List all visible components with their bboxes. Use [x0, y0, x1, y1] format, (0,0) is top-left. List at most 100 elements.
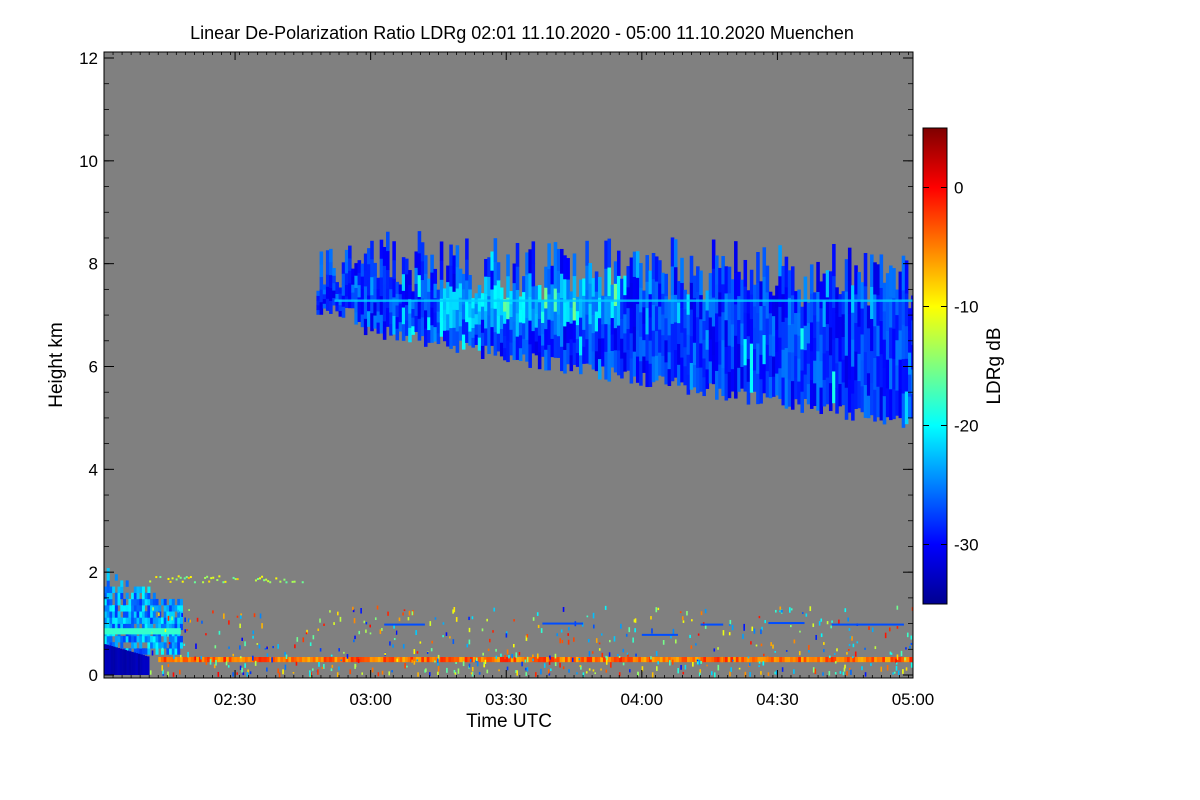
band-cell	[274, 657, 278, 663]
cloud-column-segment	[737, 343, 741, 368]
cloud-column-segment	[784, 347, 789, 379]
noise-speck	[353, 639, 355, 643]
aerosol-cell	[155, 617, 159, 624]
colorbar-tick-label: -20	[954, 417, 979, 436]
cloud-column-segment	[616, 325, 621, 351]
band-cell	[865, 657, 870, 663]
cloud-column-segment	[389, 277, 393, 290]
cloud-column-segment	[753, 306, 757, 328]
noise-speck	[471, 671, 474, 677]
cloud-column-segment	[911, 344, 913, 370]
noise-speck	[868, 626, 870, 630]
band-cell	[342, 657, 346, 663]
cloud-column-segment	[680, 357, 684, 383]
noise-speck	[483, 664, 486, 668]
cloud-column-segment	[775, 329, 779, 352]
cloud-column-segment	[857, 272, 861, 300]
cloud-column-segment	[705, 329, 710, 350]
band-cell	[893, 657, 897, 663]
cloud-column-segment	[370, 294, 374, 314]
x-tick-label: 03:00	[349, 690, 392, 709]
cloud-column-segment	[338, 293, 343, 300]
low-aerosol-layer	[104, 628, 181, 635]
noise-streak	[700, 623, 724, 626]
cloud-column-segment	[756, 343, 760, 374]
cloud-column-segment	[901, 358, 906, 394]
aerosol-cell	[150, 617, 154, 624]
aerosol-cell	[106, 586, 110, 594]
cloud-column-segment	[863, 285, 868, 320]
noise-speck	[895, 662, 898, 665]
cloud-column-segment	[661, 272, 665, 294]
noise-speck	[369, 632, 372, 635]
noise-speck	[911, 607, 913, 611]
cloud-column-segment	[620, 318, 624, 339]
band-cell	[502, 657, 506, 663]
cloud-column-segment	[648, 270, 653, 295]
aerosol-cell	[147, 605, 151, 612]
cloud-column-segment	[547, 293, 551, 320]
noise-speck	[452, 639, 455, 644]
noise-speck	[232, 672, 234, 677]
band-cell	[676, 657, 680, 663]
cloud-column-segment	[430, 272, 434, 291]
band-cell	[871, 657, 875, 663]
cloud-column-segment	[376, 300, 381, 312]
cloud-column-segment	[879, 287, 884, 322]
cloud-column-segment	[616, 300, 621, 326]
noise-speck	[487, 648, 490, 652]
cloud-column-segment	[566, 300, 570, 322]
cloud-column-segment	[860, 308, 865, 335]
noise-speck	[861, 666, 863, 671]
cloud-column-segment	[892, 358, 896, 390]
cloud-column-segment	[541, 333, 545, 346]
noise-speck	[431, 640, 433, 644]
cloud-column-segment	[392, 315, 396, 335]
noise-speck	[161, 647, 164, 652]
cloud-column-segment	[509, 342, 513, 356]
noise-speck	[493, 607, 496, 612]
cloud-column-segment	[768, 334, 773, 356]
noise-speck	[330, 654, 333, 657]
band-cell	[635, 657, 639, 663]
cloud-column-segment	[730, 324, 735, 347]
band-cell	[527, 657, 531, 663]
cloud-column-segment	[787, 351, 792, 380]
cloud-column-segment	[446, 265, 450, 283]
cloud-column-segment	[439, 317, 444, 337]
aerosol-cell	[139, 586, 143, 594]
band-cell	[570, 657, 574, 663]
cloud-column-segment	[531, 308, 536, 332]
cloud-column-segment	[692, 275, 697, 299]
cloud-column-segment	[889, 265, 893, 297]
aerosol-cell	[158, 623, 162, 631]
cloud-column-segment	[534, 313, 539, 328]
cloud-column-segment	[319, 251, 324, 265]
surface-cell	[146, 656, 150, 675]
band-cell	[282, 657, 286, 663]
band-cell	[277, 657, 281, 663]
band-cell	[847, 657, 851, 663]
aerosol-cell	[177, 648, 181, 655]
cloud-column-segment	[651, 356, 656, 383]
cloud-column-segment	[484, 293, 488, 312]
cloud-column-segment	[591, 278, 596, 297]
band-cell	[426, 657, 430, 663]
aerosol-cell	[174, 635, 178, 643]
cloud-column-segment	[740, 366, 744, 389]
aerosol-cell	[177, 617, 181, 624]
cloud-column-segment	[582, 329, 586, 347]
cloud-column-segment	[778, 245, 782, 277]
cloud-column-segment	[664, 295, 668, 319]
cloud-column-segment	[496, 297, 501, 316]
cloud-column-segment	[613, 327, 618, 351]
noise-speck	[436, 658, 439, 663]
cloud-column-segment	[604, 268, 608, 297]
cloud-column-segment	[515, 336, 520, 360]
cloud-column-segment	[392, 278, 396, 298]
cloud-column-segment	[809, 322, 814, 352]
band-cell	[814, 657, 818, 663]
noise-specks	[149, 605, 913, 678]
cloud-column-segment	[468, 274, 472, 290]
cloud-column-segment	[452, 255, 457, 274]
